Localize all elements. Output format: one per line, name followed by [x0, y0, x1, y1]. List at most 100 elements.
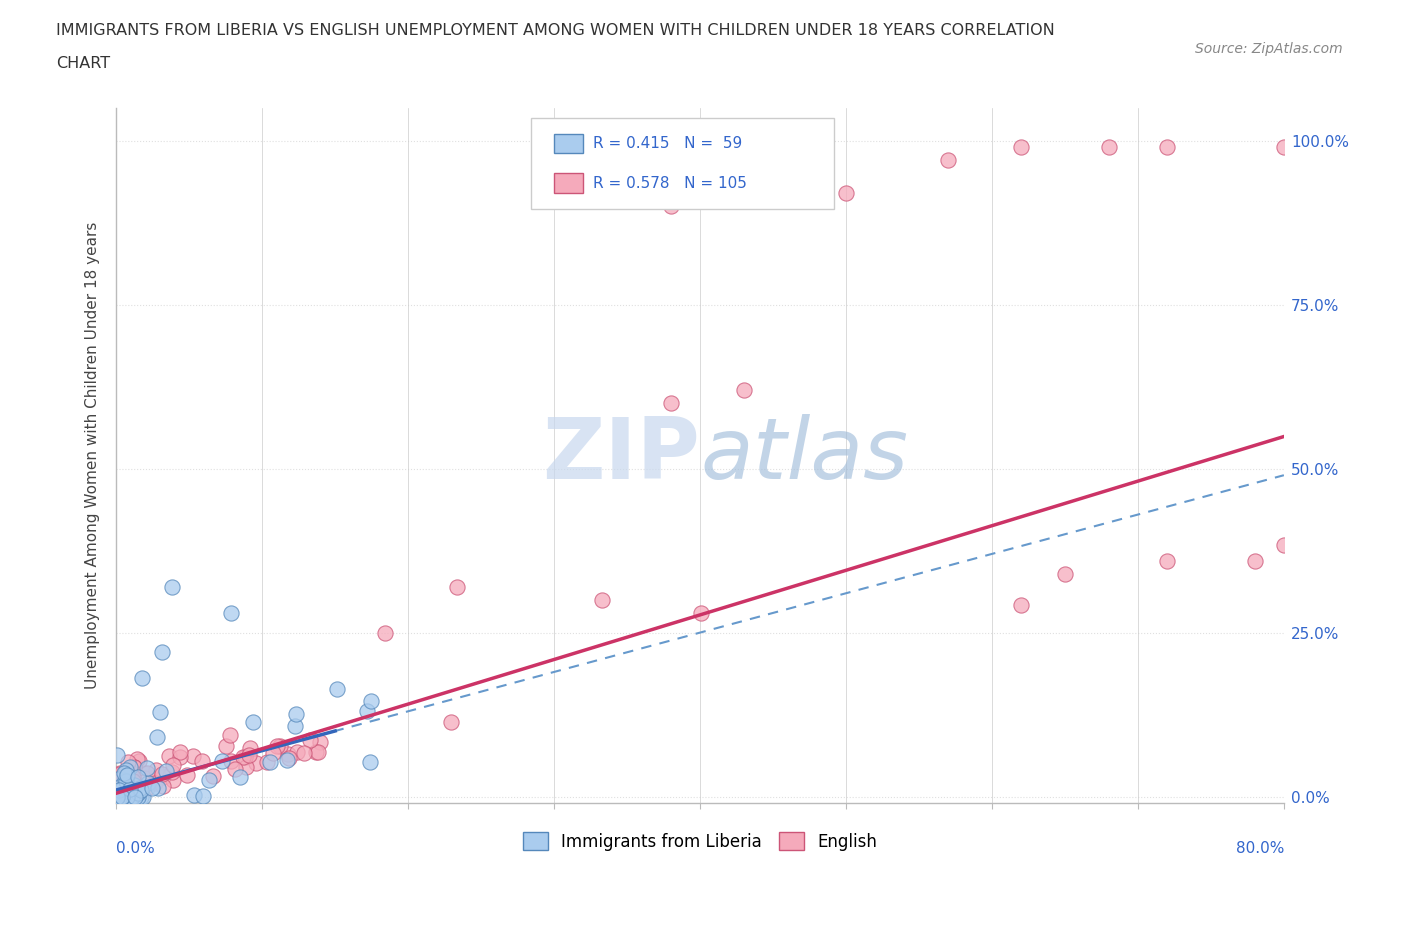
Point	[125, 777, 148, 792]
Point	[105, 786, 128, 801]
Point	[440, 714, 463, 729]
Point	[115, 779, 138, 794]
Point	[235, 750, 257, 764]
Point	[360, 694, 382, 709]
Point	[169, 745, 191, 760]
Point	[146, 729, 169, 744]
Point	[115, 763, 138, 777]
Point	[762, 166, 785, 181]
Point	[591, 592, 613, 607]
Point	[105, 787, 128, 802]
Point	[114, 783, 136, 798]
Point	[111, 789, 134, 804]
Point	[128, 779, 150, 794]
Point	[219, 605, 242, 620]
Point	[232, 750, 254, 764]
Point	[118, 765, 141, 780]
Point	[118, 768, 141, 783]
Point	[150, 766, 173, 781]
Point	[1156, 553, 1178, 568]
Point	[285, 707, 308, 722]
Text: 0.0%: 0.0%	[117, 842, 155, 857]
Bar	[554, 134, 583, 153]
Point	[111, 770, 134, 785]
Point	[132, 765, 155, 780]
Point	[1010, 140, 1032, 154]
Point	[111, 768, 134, 783]
Text: CHART: CHART	[56, 56, 110, 71]
Point	[309, 735, 332, 750]
Point	[276, 752, 298, 767]
Point	[219, 754, 242, 769]
Point	[198, 772, 221, 787]
Legend: Immigrants from Liberia, English: Immigrants from Liberia, English	[516, 826, 884, 857]
Point	[105, 789, 128, 804]
Point	[143, 776, 166, 790]
Point	[115, 773, 138, 788]
Point	[690, 605, 713, 620]
Point	[152, 778, 174, 793]
Point	[127, 786, 149, 801]
Y-axis label: Unemployment Among Women with Children Under 18 years: Unemployment Among Women with Children U…	[86, 222, 100, 689]
Point	[1243, 553, 1265, 568]
Point	[1098, 140, 1121, 154]
Point	[1156, 140, 1178, 154]
Point	[132, 775, 155, 790]
Point	[224, 762, 246, 777]
Point	[132, 789, 155, 804]
Point	[1272, 140, 1295, 154]
Point	[115, 767, 138, 782]
Point	[108, 767, 131, 782]
Point	[1053, 566, 1076, 581]
Point	[114, 771, 136, 786]
Point	[122, 760, 145, 775]
Point	[118, 780, 141, 795]
Point	[149, 704, 172, 719]
Point	[107, 772, 129, 787]
Point	[115, 782, 138, 797]
FancyBboxPatch shape	[531, 118, 834, 209]
Point	[191, 753, 214, 768]
Point	[269, 738, 291, 753]
Point	[110, 775, 132, 790]
Point	[120, 760, 142, 775]
Point	[239, 740, 262, 755]
Point	[107, 748, 129, 763]
Point	[107, 787, 129, 802]
Point	[150, 644, 173, 659]
Point	[110, 778, 132, 793]
Point	[108, 789, 131, 804]
Point	[277, 747, 299, 762]
Text: R = 0.415   N =  59: R = 0.415 N = 59	[593, 136, 742, 151]
Point	[157, 749, 180, 764]
Point	[114, 774, 136, 789]
Point	[120, 774, 142, 789]
Point	[112, 775, 135, 790]
Point	[121, 774, 143, 789]
Point	[125, 752, 148, 767]
Point	[183, 788, 205, 803]
Text: IMMIGRANTS FROM LIBERIA VS ENGLISH UNEMPLOYMENT AMONG WOMEN WITH CHILDREN UNDER : IMMIGRANTS FROM LIBERIA VS ENGLISH UNEMP…	[56, 23, 1054, 38]
Point	[155, 764, 177, 778]
Point	[105, 789, 128, 804]
Point	[136, 781, 159, 796]
Point	[181, 749, 204, 764]
Point	[162, 579, 184, 594]
Point	[219, 727, 242, 742]
Point	[169, 750, 191, 764]
Point	[256, 755, 278, 770]
Point	[111, 787, 134, 802]
Point	[211, 754, 233, 769]
Point	[105, 777, 128, 792]
Text: R = 0.578   N = 105: R = 0.578 N = 105	[593, 176, 747, 191]
Point	[294, 745, 316, 760]
Point	[124, 782, 146, 797]
Point	[135, 760, 157, 775]
Point	[259, 754, 281, 769]
Point	[105, 789, 128, 804]
Point	[215, 738, 238, 753]
Point	[127, 770, 149, 785]
Point	[162, 764, 184, 779]
Point	[733, 382, 755, 397]
Point	[136, 776, 159, 790]
